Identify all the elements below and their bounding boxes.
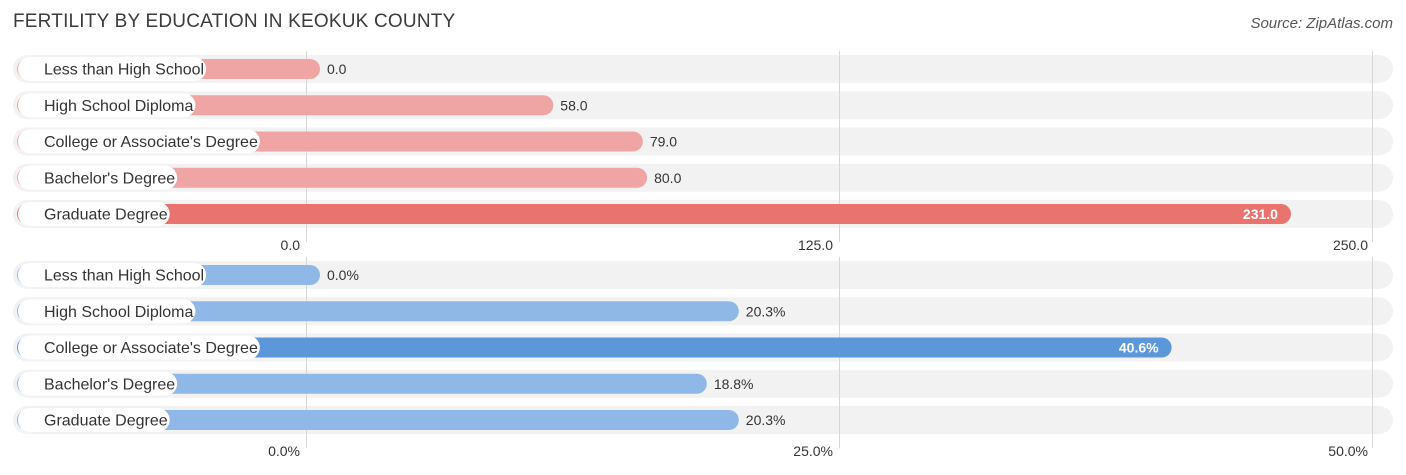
category-label-pill xyxy=(18,408,170,432)
row-background xyxy=(13,55,1393,83)
bar xyxy=(17,410,739,430)
value-label: 20.3% xyxy=(746,303,786,319)
chart-panel-2: Less than High School 0.0% High School Dip… xyxy=(13,257,1393,459)
tick-label: 0.0% xyxy=(268,443,300,459)
category-label: College or Associate's Degree xyxy=(44,134,258,151)
value-label: 40.6% xyxy=(1119,340,1159,356)
category-label: Less than High School xyxy=(44,62,204,79)
value-label: 18.8% xyxy=(714,376,754,392)
category-label-pill xyxy=(18,202,170,226)
tick-label: 0.0 xyxy=(281,237,301,253)
category-label: Graduate Degree xyxy=(44,413,168,430)
category-label: High School Diploma xyxy=(44,98,194,115)
category-label-pill xyxy=(18,165,178,190)
category-label-pill xyxy=(18,129,260,154)
value-label: 79.0 xyxy=(650,134,677,150)
tick-label: 50.0% xyxy=(1328,443,1368,459)
row-background xyxy=(13,261,1393,289)
value-label: 231.0 xyxy=(1243,206,1278,222)
category-label-pill xyxy=(18,371,178,396)
category-label: High School Diploma xyxy=(44,304,194,321)
category-label: College or Associate's Degree xyxy=(44,340,258,357)
bar xyxy=(17,337,1172,358)
value-label: 0.0% xyxy=(327,267,359,283)
tick-label: 125.0 xyxy=(798,237,833,253)
category-label-pill xyxy=(18,93,196,118)
category-label-pill xyxy=(18,299,196,324)
bar xyxy=(17,373,707,394)
category-label-pill xyxy=(18,335,260,360)
category-label: Graduate Degree xyxy=(44,207,168,224)
category-label-pill xyxy=(18,57,207,81)
value-label: 80.0 xyxy=(654,170,681,186)
tick-label: 250.0 xyxy=(1333,237,1368,253)
source-credit: Source: ZipAtlas.com xyxy=(1250,15,1393,32)
category-label: Bachelor's Degree xyxy=(44,376,175,393)
bar xyxy=(17,301,739,322)
value-label: 20.3% xyxy=(746,412,786,428)
tick-label: 25.0% xyxy=(793,443,833,459)
chart-panel-1: Less than High School 0.0 High School Dipl… xyxy=(13,51,1393,253)
category-label: Less than High School xyxy=(44,268,204,285)
chart-title: FERTILITY BY EDUCATION IN KEOKUK COUNTY xyxy=(13,11,456,32)
category-label-pill xyxy=(18,263,207,287)
value-label: 58.0 xyxy=(560,97,587,113)
value-label: 0.0 xyxy=(327,61,347,77)
category-label: Bachelor's Degree xyxy=(44,170,175,187)
bar xyxy=(17,204,1291,224)
